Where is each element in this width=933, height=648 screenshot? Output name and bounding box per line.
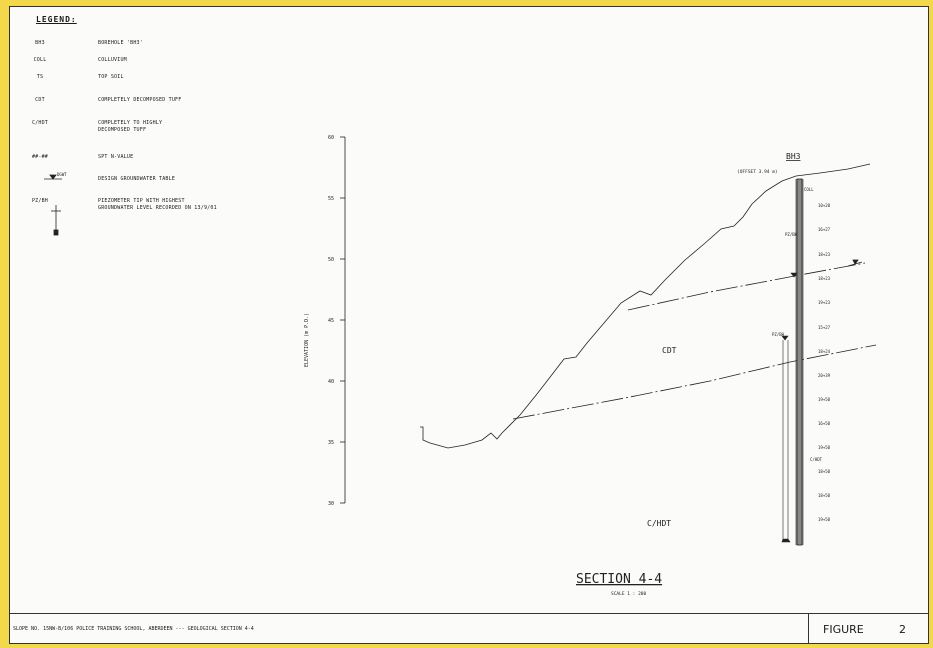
spt-value: 10+20 <box>818 203 831 208</box>
spt-value: 20+39 <box>818 373 831 378</box>
spt-value: 16+27 <box>818 227 831 232</box>
piezometer-symbol-icon <box>51 205 61 236</box>
borehole-offset: (OFFSET 3.94 m) <box>737 169 778 175</box>
legend-text-spt: SPT N-VALUE <box>98 154 134 160</box>
borehole-chdt-label: C/HDT <box>810 457 823 462</box>
legend-text-chdt: COMPLETELY TO HIGHLY <box>98 120 163 126</box>
legend-symbol-ts: TS <box>36 74 44 80</box>
borehole-name: BH3 <box>786 152 801 161</box>
piezometer-label: PZ/BH <box>772 332 785 337</box>
figure-label: FIGURE <box>823 623 864 636</box>
piezometer-label: PZ/BH <box>785 232 798 237</box>
tick-label-40: 40 <box>328 379 334 385</box>
spt-value: 18+23 <box>818 276 831 281</box>
spt-value: 15+27 <box>818 325 831 330</box>
legend-text-bh3: BOREHOLE 'BH3' <box>98 40 143 46</box>
piezometer-level-marker <box>781 272 798 341</box>
tick-label-35: 35 <box>328 440 334 446</box>
figure-number: 2 <box>899 623 906 636</box>
borehole-coll-label: COLL <box>804 187 814 192</box>
cdt-upper-boundary-line <box>627 262 866 311</box>
legend-text-piezometer-2: GROUNDWATER LEVEL RECORDED ON 13/9/01 <box>98 205 217 211</box>
piezometer-pipe <box>781 340 791 543</box>
tick-label-55: 55 <box>328 196 334 202</box>
legend-text-coll: COLLUVIUM <box>98 57 127 63</box>
spt-values: 10+20 16+27 18+23 18+23 19+23 15+27 18+2… <box>818 203 831 522</box>
tick-label-30: 30 <box>328 501 334 507</box>
spt-value: 18+23 <box>818 252 831 257</box>
groundwater-table-marker <box>847 259 863 267</box>
svg-text:DGWT: DGWT <box>57 172 67 177</box>
section-drawing: DGWT <box>44 135 877 597</box>
title-block: SLOPE NO. 15NW-B/106 POLICE TRAINING SCH… <box>10 613 928 643</box>
tick-label-60: 60 <box>328 135 334 141</box>
spt-value: 19+50 <box>818 445 831 450</box>
legend-symbol-bh3: BH3 <box>35 40 45 46</box>
elevation-axis <box>340 136 346 504</box>
elevation-axis-label: ELEVATION (m P.D.) <box>304 313 310 367</box>
section-scale: SCALE 1 : 200 <box>611 591 647 597</box>
spt-value: 18+50 <box>818 493 831 498</box>
legend-text-ts: TOP SOIL <box>98 74 124 80</box>
section-title: SECTION 4-4 <box>576 572 662 587</box>
legend-text-piezometer: PIEZOMETER TIP WITH HIGHEST <box>98 198 185 204</box>
spt-value: 19+23 <box>818 300 831 305</box>
legend-symbol-spt: ##-## <box>31 154 49 160</box>
borehole-bh3-column <box>795 178 804 546</box>
drawing-sheet: LEGEND: BH3 BOREHOLE 'BH3' COLL COLLUVIU… <box>9 6 929 644</box>
spt-value: 19+50 <box>818 397 831 402</box>
legend-symbol-cdt: CDT <box>35 97 45 103</box>
title-block-text: SLOPE NO. 15NW-B/106 POLICE TRAINING SCH… <box>13 626 254 632</box>
spt-value: 16+50 <box>818 421 831 426</box>
tick-label-45: 45 <box>328 318 334 324</box>
chdt-stratum-label: C/HDT <box>647 519 671 528</box>
groundwater-table-symbol: DGWT <box>44 172 67 180</box>
chdt-boundary-line <box>512 344 877 420</box>
spt-value: 19+50 <box>818 517 831 522</box>
cdt-stratum-label: CDT <box>662 346 677 355</box>
legend-title: LEGEND: <box>36 15 77 24</box>
ground-surface-line <box>420 163 871 449</box>
spt-value: 18+24 <box>818 349 831 354</box>
legend-text-dgwt: DESIGN GROUNDWATER TABLE <box>98 176 176 182</box>
spt-value: 18+50 <box>818 469 831 474</box>
axis-tick-labels: 60 55 50 45 40 35 30 <box>328 135 334 507</box>
legend-text-chdt-2: DECOMPOSED TUFF <box>98 127 147 133</box>
tick-label-50: 50 <box>328 257 334 263</box>
legend-symbol-chdt: C/HDT <box>31 120 49 126</box>
legend-symbol-piezometer: PZ/BH <box>31 198 49 204</box>
legend-symbol-coll: COLL <box>33 57 47 63</box>
legend-text-cdt: COMPLETELY DECOMPOSED TUFF <box>98 97 182 103</box>
figure-box: FIGURE 2 <box>808 614 928 643</box>
